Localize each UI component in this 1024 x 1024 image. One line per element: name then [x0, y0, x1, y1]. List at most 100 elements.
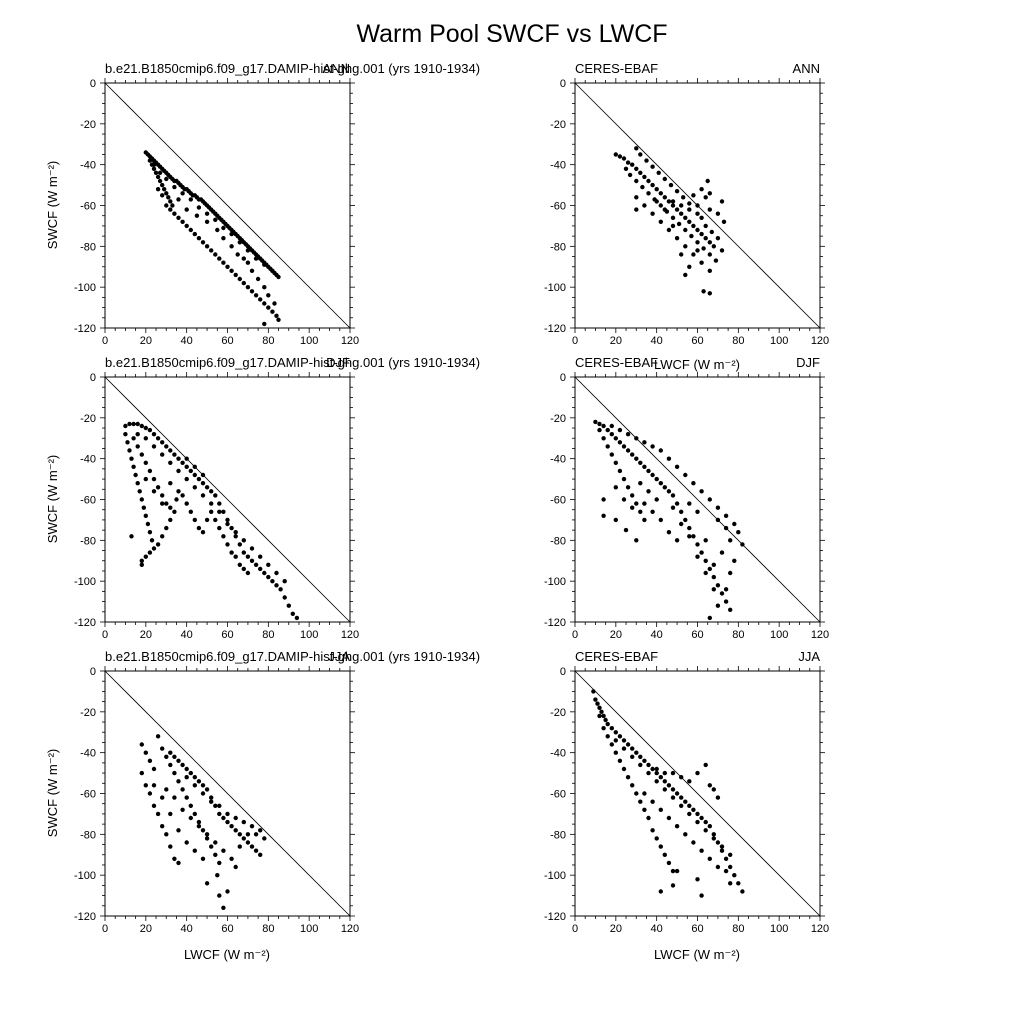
data-point: [229, 824, 234, 829]
x-tick-label: 120: [341, 923, 359, 935]
data-point: [658, 889, 663, 894]
panel-obs-jja: CERES-EBAF JJA LWCF (W m⁻²) 0 20 40 60 80 100…: [544, 649, 829, 962]
data-point: [164, 501, 169, 506]
data-point: [715, 864, 721, 870]
data-point: [255, 276, 261, 282]
data-point: [184, 456, 189, 461]
data-point: [147, 427, 153, 433]
data-point: [143, 425, 148, 431]
data-point: [245, 570, 251, 576]
data-point: [200, 472, 206, 478]
data-point: [196, 779, 202, 784]
data-point: [188, 227, 193, 233]
data-point: [695, 542, 700, 547]
x-tick-label: 0: [572, 629, 578, 641]
data-point: [213, 217, 218, 222]
data-point: [151, 783, 157, 788]
x-tick-label: 0: [572, 923, 578, 935]
y-tick-label: -20: [550, 707, 566, 719]
data-point: [127, 448, 132, 453]
data-point: [638, 509, 643, 514]
data-point: [609, 432, 614, 437]
panel-model-ann: b.e21.B1850cmip6.f09_g17.DAMIP-hist-ghg.…: [45, 61, 480, 347]
data-point: [605, 721, 610, 727]
data-point: [217, 256, 222, 261]
data-point: [707, 615, 712, 621]
data-point: [266, 305, 271, 310]
data-point: [225, 542, 230, 547]
data-point: [634, 456, 639, 461]
data-point: [129, 456, 134, 461]
data-point: [625, 742, 631, 747]
data-point: [168, 199, 173, 204]
data-point: [151, 476, 157, 482]
panel-right-title: DJF: [326, 355, 350, 370]
data-point: [164, 176, 169, 182]
data-point: [658, 517, 663, 523]
data-point: [143, 783, 148, 788]
y-tick-label: -40: [80, 160, 96, 172]
data-point: [141, 505, 146, 510]
data-point: [241, 280, 246, 286]
data-point: [695, 203, 700, 208]
data-point: [200, 828, 206, 833]
data-point: [135, 421, 140, 427]
data-point: [719, 848, 725, 853]
data-point: [209, 489, 214, 494]
panel-obs-ann: CERES-EBAF ANN 0 20 40 60 80 100 120 0 -20 -40 -60…: [544, 61, 829, 347]
data-point: [687, 534, 692, 539]
data-point: [711, 787, 716, 792]
data-point: [715, 517, 721, 523]
data-point: [623, 166, 629, 171]
data-point: [597, 705, 602, 710]
data-point: [221, 225, 226, 231]
x-tick-label: 40: [651, 335, 663, 347]
data-point: [123, 423, 128, 429]
data-point: [213, 840, 218, 845]
data-point: [258, 852, 263, 857]
data-point: [188, 197, 193, 202]
data-point: [278, 587, 283, 592]
data-point: [192, 848, 197, 853]
data-point: [262, 262, 267, 267]
data-point: [245, 248, 251, 253]
data-point: [215, 873, 220, 878]
y-tick-label: -80: [550, 241, 566, 253]
data-point: [613, 750, 618, 755]
data-point: [200, 481, 206, 486]
data-point: [188, 803, 193, 808]
data-point: [176, 489, 181, 494]
data-point: [188, 468, 193, 474]
data-point: [168, 517, 173, 523]
data-point: [601, 726, 606, 731]
y-tick-label: 0: [560, 78, 566, 90]
data-point: [597, 421, 602, 427]
data-point: [691, 534, 696, 539]
data-point: [736, 881, 741, 886]
y-tick-label: 0: [90, 666, 96, 678]
data-point: [646, 191, 651, 196]
data-point: [679, 803, 684, 808]
data-point: [204, 832, 210, 837]
x-tick-label: 80: [732, 629, 744, 641]
data-point: [654, 497, 659, 502]
data-point: [609, 742, 614, 747]
data-point: [617, 468, 623, 474]
data-point: [662, 176, 667, 182]
data-point: [274, 583, 279, 588]
data-point: [597, 427, 602, 433]
data-point: [258, 554, 263, 559]
data-point: [711, 832, 716, 837]
data-point: [703, 570, 708, 576]
data-point: [621, 156, 627, 161]
data-point: [674, 236, 680, 241]
data-point: [658, 203, 663, 208]
data-point: [687, 207, 692, 212]
data-point: [147, 791, 153, 796]
panel-model-jja: b.e21.B1850cmip6.f09_g17.DAMIP-hist-ghg.…: [45, 649, 480, 962]
data-point: [707, 856, 712, 861]
data-point: [266, 574, 271, 580]
data-point: [164, 203, 169, 208]
y-tick-label: -120: [74, 323, 96, 335]
data-point: [609, 452, 614, 457]
